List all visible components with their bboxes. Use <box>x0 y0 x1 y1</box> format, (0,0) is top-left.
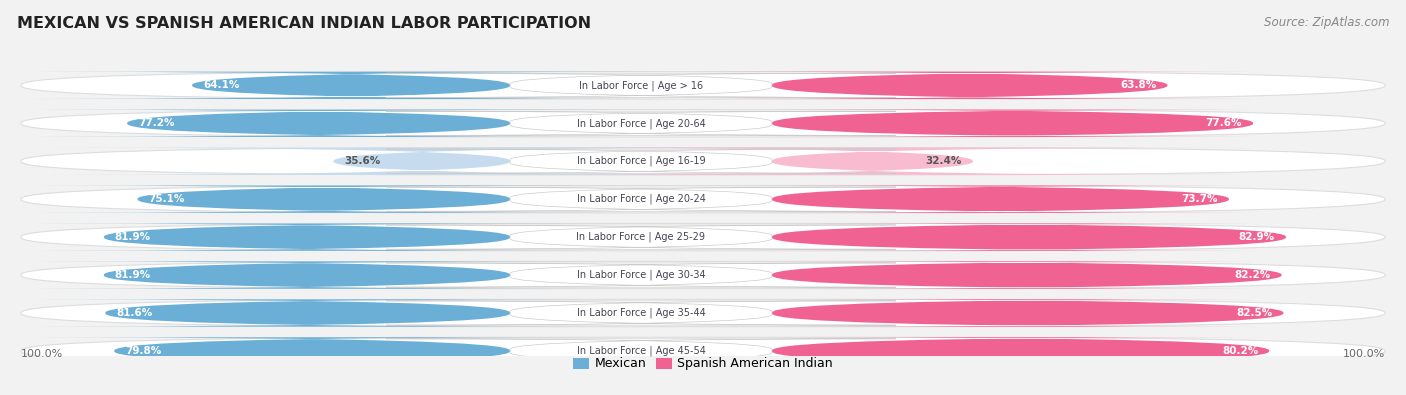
FancyBboxPatch shape <box>28 110 609 137</box>
Text: 64.1%: 64.1% <box>202 80 239 90</box>
FancyBboxPatch shape <box>772 299 1284 327</box>
Text: 75.1%: 75.1% <box>149 194 186 204</box>
Text: MEXICAN VS SPANISH AMERICAN INDIAN LABOR PARTICIPATION: MEXICAN VS SPANISH AMERICAN INDIAN LABOR… <box>17 16 591 31</box>
FancyBboxPatch shape <box>387 225 896 249</box>
Text: In Labor Force | Age 30-34: In Labor Force | Age 30-34 <box>576 270 706 280</box>
FancyBboxPatch shape <box>21 186 1385 213</box>
FancyBboxPatch shape <box>491 148 1254 175</box>
FancyBboxPatch shape <box>387 187 896 211</box>
FancyBboxPatch shape <box>28 186 620 213</box>
Text: In Labor Force | Age 20-24: In Labor Force | Age 20-24 <box>576 194 706 205</box>
Legend: Mexican, Spanish American Indian: Mexican, Spanish American Indian <box>568 352 838 375</box>
Text: 79.8%: 79.8% <box>125 346 162 356</box>
FancyBboxPatch shape <box>387 111 896 135</box>
FancyBboxPatch shape <box>21 299 1385 327</box>
FancyBboxPatch shape <box>387 149 896 173</box>
FancyBboxPatch shape <box>28 261 586 289</box>
Text: 35.6%: 35.6% <box>344 156 381 166</box>
FancyBboxPatch shape <box>21 71 1385 99</box>
FancyBboxPatch shape <box>685 71 1254 99</box>
Text: 77.6%: 77.6% <box>1205 118 1241 128</box>
FancyBboxPatch shape <box>21 337 1385 365</box>
Text: 82.9%: 82.9% <box>1239 232 1275 242</box>
Text: 100.0%: 100.0% <box>21 349 63 359</box>
FancyBboxPatch shape <box>387 339 896 363</box>
FancyBboxPatch shape <box>28 148 815 175</box>
Text: 81.9%: 81.9% <box>115 232 150 242</box>
Text: 100.0%: 100.0% <box>1343 349 1385 359</box>
Text: 82.5%: 82.5% <box>1236 308 1272 318</box>
FancyBboxPatch shape <box>28 224 586 251</box>
FancyBboxPatch shape <box>21 224 1385 251</box>
Text: 32.4%: 32.4% <box>925 156 962 166</box>
Text: In Labor Force | Age 35-44: In Labor Force | Age 35-44 <box>576 308 706 318</box>
FancyBboxPatch shape <box>387 263 896 287</box>
Text: In Labor Force | Age 20-64: In Labor Force | Age 20-64 <box>576 118 706 128</box>
Text: 82.2%: 82.2% <box>1234 270 1271 280</box>
Text: In Labor Force | Age > 16: In Labor Force | Age > 16 <box>579 80 703 90</box>
FancyBboxPatch shape <box>772 261 1282 289</box>
Text: In Labor Force | Age 16-19: In Labor Force | Age 16-19 <box>576 156 706 166</box>
FancyBboxPatch shape <box>387 73 896 98</box>
FancyBboxPatch shape <box>772 337 1270 365</box>
FancyBboxPatch shape <box>387 301 896 325</box>
Text: 81.9%: 81.9% <box>115 270 150 280</box>
FancyBboxPatch shape <box>28 337 596 365</box>
FancyBboxPatch shape <box>21 148 1385 175</box>
Text: 73.7%: 73.7% <box>1181 194 1218 204</box>
FancyBboxPatch shape <box>21 110 1385 137</box>
FancyBboxPatch shape <box>747 186 1254 213</box>
FancyBboxPatch shape <box>770 110 1254 137</box>
Text: 63.8%: 63.8% <box>1121 80 1157 90</box>
FancyBboxPatch shape <box>21 261 1385 289</box>
Text: In Labor Force | Age 25-29: In Labor Force | Age 25-29 <box>576 232 706 243</box>
FancyBboxPatch shape <box>28 299 588 327</box>
Text: 81.6%: 81.6% <box>117 308 153 318</box>
FancyBboxPatch shape <box>28 71 675 99</box>
Text: In Labor Force | Age 45-54: In Labor Force | Age 45-54 <box>576 346 706 356</box>
Text: 77.2%: 77.2% <box>138 118 174 128</box>
Text: 80.2%: 80.2% <box>1222 346 1258 356</box>
FancyBboxPatch shape <box>772 224 1286 251</box>
Text: Source: ZipAtlas.com: Source: ZipAtlas.com <box>1264 16 1389 29</box>
